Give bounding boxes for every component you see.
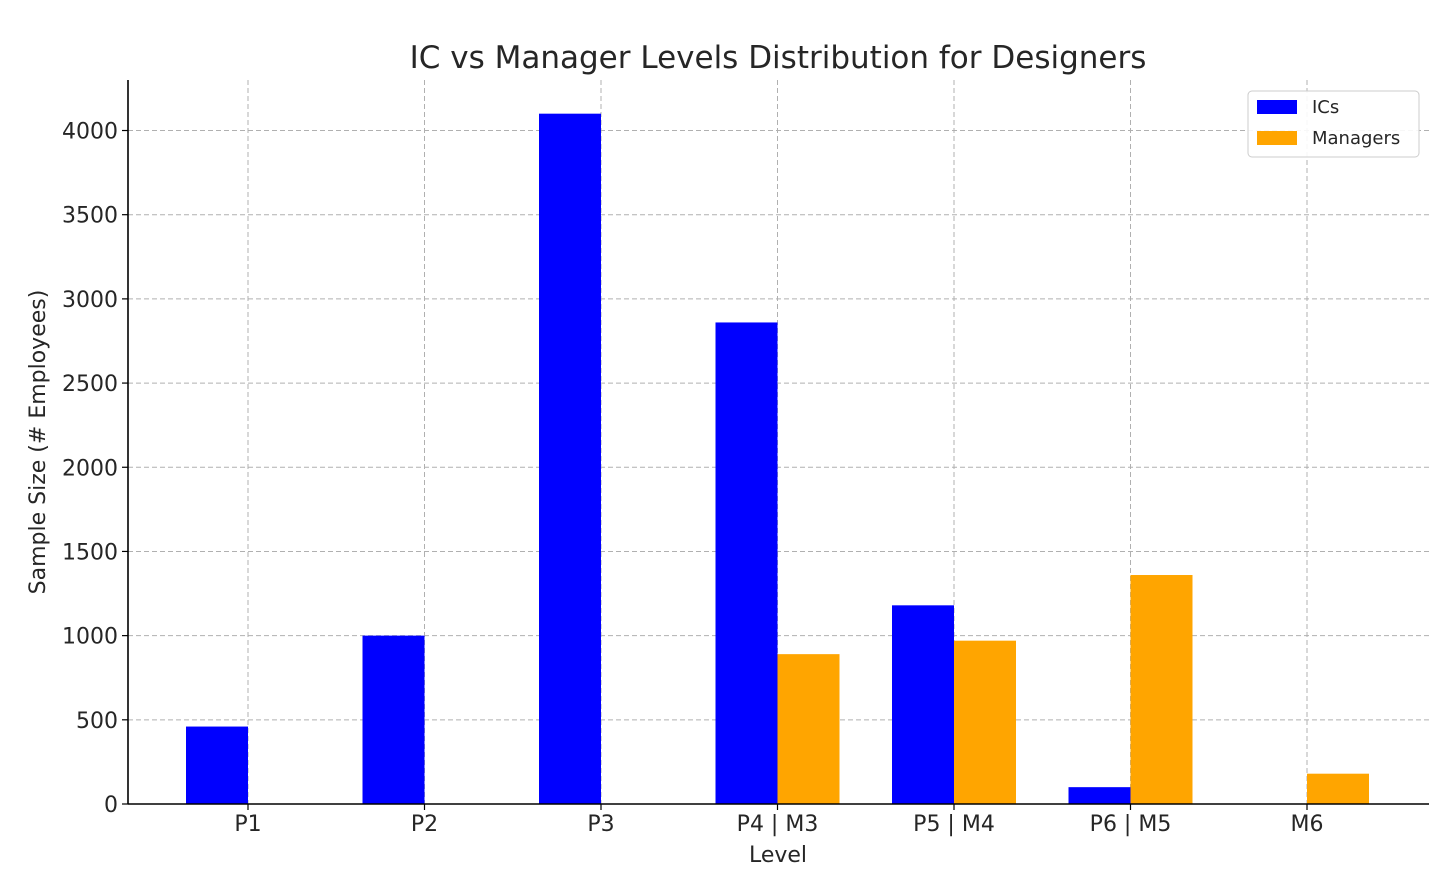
y-tick-label: 3500: [62, 204, 118, 229]
legend-label-managers: Managers: [1312, 128, 1400, 149]
bar-managers-p4-m3: [777, 654, 840, 804]
y-tick-label: 1500: [62, 540, 118, 565]
x-tick-label: P6 | M5: [1090, 812, 1172, 837]
bars: [186, 113, 1369, 804]
x-tick-label: P5 | M4: [913, 812, 995, 837]
axes: [127, 80, 1429, 805]
x-tick-label: P2: [411, 812, 438, 837]
legend-swatch-managers: [1257, 131, 1297, 145]
y-tick-label: 2000: [62, 456, 118, 481]
y-tick-label: 500: [76, 709, 118, 734]
y-axis-ticks: 0 500 1000 1500 2000 2500 3000 3500 4000: [62, 120, 128, 818]
bar-ics-p2: [362, 635, 425, 804]
x-tick-label: M6: [1291, 812, 1324, 837]
bar-managers-p5-m4: [954, 640, 1016, 804]
bar-managers-p6-m5: [1130, 575, 1193, 804]
x-axis-label: Level: [749, 843, 807, 868]
y-tick-label: 4000: [62, 120, 118, 145]
x-tick-label: P4 | M3: [737, 812, 819, 837]
y-tick-label: 2500: [62, 372, 118, 397]
bar-ics-p6-m5: [1068, 787, 1131, 804]
bar-ics-p5-m4: [892, 605, 954, 804]
bar-ics-p4-m3: [715, 322, 778, 804]
bar-ics-p3: [539, 113, 601, 804]
chart-title: IC vs Manager Levels Distribution for De…: [410, 40, 1147, 76]
legend: ICs Managers: [1247, 90, 1420, 158]
bar-managers-m6: [1307, 773, 1369, 804]
y-tick-label: 0: [104, 793, 118, 818]
legend-label-ics: ICs: [1312, 97, 1339, 118]
x-axis-ticks: P1 P2 P3 P4 | M3 P5 | M4 P6 | M5 M6: [234, 804, 1323, 837]
y-tick-label: 3000: [62, 288, 118, 313]
bar-ics-p1: [186, 726, 248, 804]
legend-swatch-ics: [1257, 100, 1297, 114]
x-tick-label: P1: [234, 812, 261, 837]
y-axis-label: Sample Size (# Employees): [26, 290, 51, 595]
x-tick-label: P3: [587, 812, 614, 837]
y-tick-label: 1000: [62, 625, 118, 650]
